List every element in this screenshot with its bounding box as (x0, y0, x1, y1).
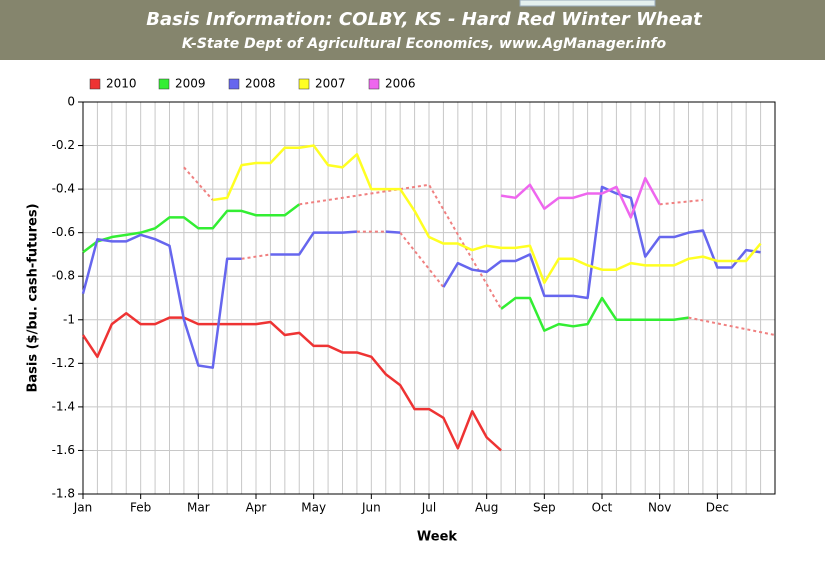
x-tick-label: May (301, 501, 326, 515)
x-tick-label: Oct (592, 501, 613, 515)
y-tick-label: 0 (67, 95, 75, 109)
y-tick-label: -1 (63, 312, 75, 326)
series-line (81, 311, 502, 452)
x-tick-label: Mar (187, 501, 210, 515)
y-tick-label: -1.6 (52, 443, 75, 457)
connector-line (183, 166, 214, 201)
x-tick-label: Feb (130, 501, 151, 515)
x-tick-label: Nov (648, 501, 671, 515)
legend-swatch (298, 78, 310, 90)
y-tick-label: -1.2 (52, 356, 75, 370)
x-tick-label: Jul (421, 501, 436, 515)
legend-label: 2010 (106, 77, 137, 91)
title-bar (0, 0, 825, 60)
legend-label: 2007 (315, 77, 346, 91)
legend-label: 2008 (245, 77, 276, 91)
legend-swatch (368, 78, 380, 90)
x-tick-label: Jun (361, 501, 381, 515)
x-tick-label: Dec (706, 501, 729, 515)
chart-title: Basis Information: COLBY, KS - Hard Red … (146, 9, 703, 30)
y-tick-label: -0.6 (52, 225, 75, 239)
connector-line (688, 316, 776, 337)
x-tick-label: Jan (73, 501, 93, 515)
x-axis-label: Week (417, 530, 458, 545)
connector-line (299, 183, 502, 310)
series-line (212, 144, 762, 285)
top-tab (519, 0, 656, 7)
connector-line (659, 199, 704, 206)
series-line (82, 203, 689, 332)
x-tick-label: Apr (246, 501, 267, 515)
legend-label: 2006 (385, 77, 416, 91)
legend-swatch (158, 78, 170, 90)
y-axis-label: Basis ($/bu. cash-futures) (26, 203, 41, 392)
legend-label: 2009 (175, 77, 206, 91)
series-line (500, 176, 661, 219)
y-tick-label: -1.8 (52, 487, 75, 501)
y-tick-label: -1.4 (52, 399, 75, 413)
legend-swatch (228, 78, 240, 90)
legend-swatch (89, 78, 101, 90)
y-tick-label: -0.8 (52, 269, 75, 283)
connector-line (241, 253, 271, 260)
y-tick-label: -0.4 (52, 182, 75, 196)
chart-subtitle: K-State Dept of Agricultural Economics, … (182, 36, 667, 52)
y-tick-label: -0.2 (52, 138, 75, 152)
x-tick-label: Sep (533, 501, 556, 515)
x-tick-label: Aug (475, 501, 498, 515)
plot-border (82, 101, 776, 495)
series-line (81, 185, 761, 369)
